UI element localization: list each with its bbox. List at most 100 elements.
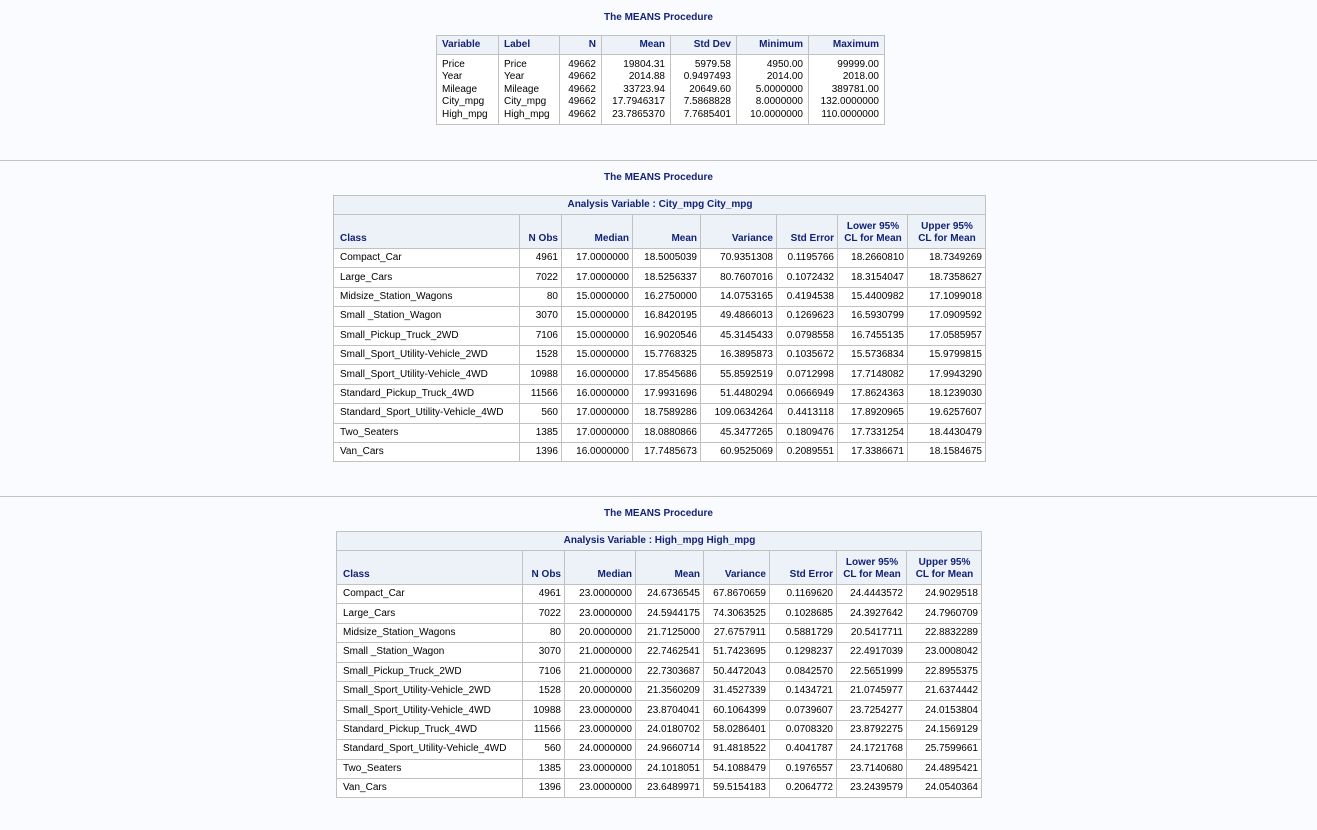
nobs-cell: 80 (519, 286, 562, 308)
column-header: N Obs (522, 550, 565, 585)
lower-cl-cell: 20.5417711 (836, 622, 907, 644)
table-row: Large_Cars 7022 23.0000000 24.5944175 74.306… (336, 603, 982, 624)
table-cell: 49662 (568, 96, 596, 108)
upper-cl-cell: 25.7599661 (906, 739, 982, 760)
class-cell: Small_Sport_Utility-Vehicle_2WD (336, 680, 523, 702)
header-line: Lower 95% (845, 557, 899, 568)
section-title: The MEANS Procedure (604, 172, 713, 183)
table-row: Standard_Sport_Utility-Vehicle_4WD 560 24.… (336, 739, 982, 760)
nobs-cell: 560 (519, 403, 562, 424)
mean-cell: 24.5944175 (635, 603, 704, 624)
column-header: Variance (700, 214, 777, 249)
class-cell: Large_Cars (333, 267, 520, 288)
table-cell: 49662 (568, 83, 596, 95)
median-cell: 16.0000000 (561, 364, 633, 385)
table-cell: 49662 (568, 71, 596, 83)
nobs-cell: 10988 (522, 700, 565, 721)
table-cell: 49662 (568, 108, 596, 120)
class-cell: Small_Pickup_Truck_2WD (336, 661, 523, 682)
mean-cell: 17.8545686 (632, 364, 701, 385)
column-header: N (559, 35, 602, 55)
nobs-cell: 7106 (522, 661, 565, 682)
table-header-row: Class N Obs Median Mean Variance Std Err… (336, 550, 982, 585)
median-cell: 16.0000000 (561, 441, 633, 463)
nobs-cell: 4961 (522, 583, 565, 605)
upper-cl-cell: 18.7349269 (907, 247, 986, 269)
table-cell: Price (504, 59, 527, 70)
class-cell: Compact_Car (336, 583, 523, 605)
mean-cell: 24.6736545 (635, 583, 704, 605)
stderr-cell: 0.0712998 (776, 364, 838, 385)
table-row: Small_Sport_Utility-Vehicle_2WD 1528 20.00… (336, 680, 982, 702)
column-header: Variable (436, 35, 499, 55)
column-header: Mean (632, 214, 701, 249)
median-cell: 20.0000000 (564, 680, 636, 702)
upper-cl-cell: 24.0540364 (906, 777, 982, 799)
upper-cl-cell: 18.4430479 (907, 422, 986, 443)
variance-cell: 67.8670659 (703, 583, 770, 605)
mean-cell: 18.5256337 (632, 267, 701, 288)
median-cell: 23.0000000 (564, 603, 636, 624)
variance-cell: 45.3145433 (700, 325, 777, 346)
stderr-cell: 0.1195766 (776, 247, 838, 269)
column-header: Minimum (736, 35, 809, 55)
table-row: Standard_Pickup_Truck_4WD 11566 23.0000000… (336, 719, 982, 741)
table-row: Small_Pickup_Truck_2WD 7106 21.0000000 22.7… (336, 661, 982, 682)
nobs-cell: 1396 (522, 777, 565, 799)
class-cell: Two_Seaters (333, 422, 520, 443)
lower-cl-cell: 15.4400982 (837, 286, 908, 308)
variance-cell: 31.4527339 (703, 680, 770, 702)
class-cell: Small_Sport_Utility-Vehicle_2WD (333, 344, 520, 366)
variance-cell: 74.3063525 (703, 603, 770, 624)
section-divider (0, 160, 1317, 161)
lower-cl-cell: 23.7140680 (836, 758, 907, 779)
minimum-column-cell: 4950.00 2014.00 5.0000000 8.0000000 10.0… (736, 54, 809, 125)
section-divider (0, 496, 1317, 497)
column-header: Std Error (769, 550, 837, 585)
header-line: CL for Mean (915, 569, 974, 580)
variance-cell: 60.9525069 (700, 441, 777, 463)
table-cell: 0.9497493 (683, 71, 731, 83)
table-row: Standard_Pickup_Truck_4WD 11566 16.0000000… (333, 383, 986, 405)
table-cell: 5979.58 (694, 59, 731, 70)
table-cell: 20649.60 (689, 83, 731, 95)
median-cell: 21.0000000 (564, 661, 636, 682)
variable-column-cell: Price Year Mileage City_mpg High_mpg (436, 54, 499, 125)
upper-cl-cell: 24.1569129 (906, 719, 982, 741)
column-header: Lower 95% CL for Mean (836, 550, 907, 585)
class-cell: Small_Pickup_Truck_2WD (333, 325, 520, 346)
nobs-cell: 7022 (519, 267, 562, 288)
lower-cl-cell: 18.2660810 (837, 247, 908, 269)
upper-cl-cell: 18.7358627 (907, 267, 986, 288)
upper-cl-cell: 18.1584675 (907, 441, 986, 463)
nobs-cell: 11566 (522, 719, 565, 741)
lower-cl-cell: 17.7148082 (837, 364, 908, 385)
stderr-cell: 0.0708320 (769, 719, 837, 741)
column-header: Std Dev (670, 35, 737, 55)
table-row: Compact_Car 4961 23.0000000 24.6736545 67.86… (336, 583, 982, 605)
stderr-cell: 0.2064772 (769, 777, 837, 799)
median-cell: 23.0000000 (564, 583, 636, 605)
table-row: Two_Seaters 1385 23.0000000 24.1018051 54.10… (336, 758, 982, 779)
variance-cell: 55.8592519 (700, 364, 777, 385)
variance-cell: 50.4472043 (703, 661, 770, 682)
mean-cell: 21.7125000 (635, 622, 704, 644)
table-cell: 33723.94 (623, 83, 665, 95)
class-cell: Standard_Sport_Utility-Vehicle_4WD (333, 403, 520, 424)
median-cell: 15.0000000 (561, 286, 633, 308)
table-cell: 132.0000000 (820, 96, 879, 108)
class-cell: Small_Sport_Utility-Vehicle_4WD (336, 700, 523, 721)
table-row: Small _Station_Wagon 3070 21.0000000 22.746… (336, 642, 982, 663)
lower-cl-cell: 23.7254277 (836, 700, 907, 721)
stderr-cell: 0.1035672 (776, 344, 838, 366)
analysis-variable-caption: Analysis Variable : High_mpg High_mpg (336, 531, 982, 551)
mean-cell: 24.0180702 (635, 719, 704, 741)
upper-cl-cell: 15.9799815 (907, 344, 986, 366)
table-cell: 99999.00 (837, 59, 879, 70)
upper-cl-cell: 17.0585957 (907, 325, 986, 346)
table-cell: Year (442, 71, 463, 83)
mean-cell: 17.7485673 (632, 441, 701, 463)
column-header: Upper 95% CL for Mean (907, 214, 986, 249)
mean-cell: 18.5005039 (632, 247, 701, 269)
stderr-cell: 0.0739607 (769, 700, 837, 721)
